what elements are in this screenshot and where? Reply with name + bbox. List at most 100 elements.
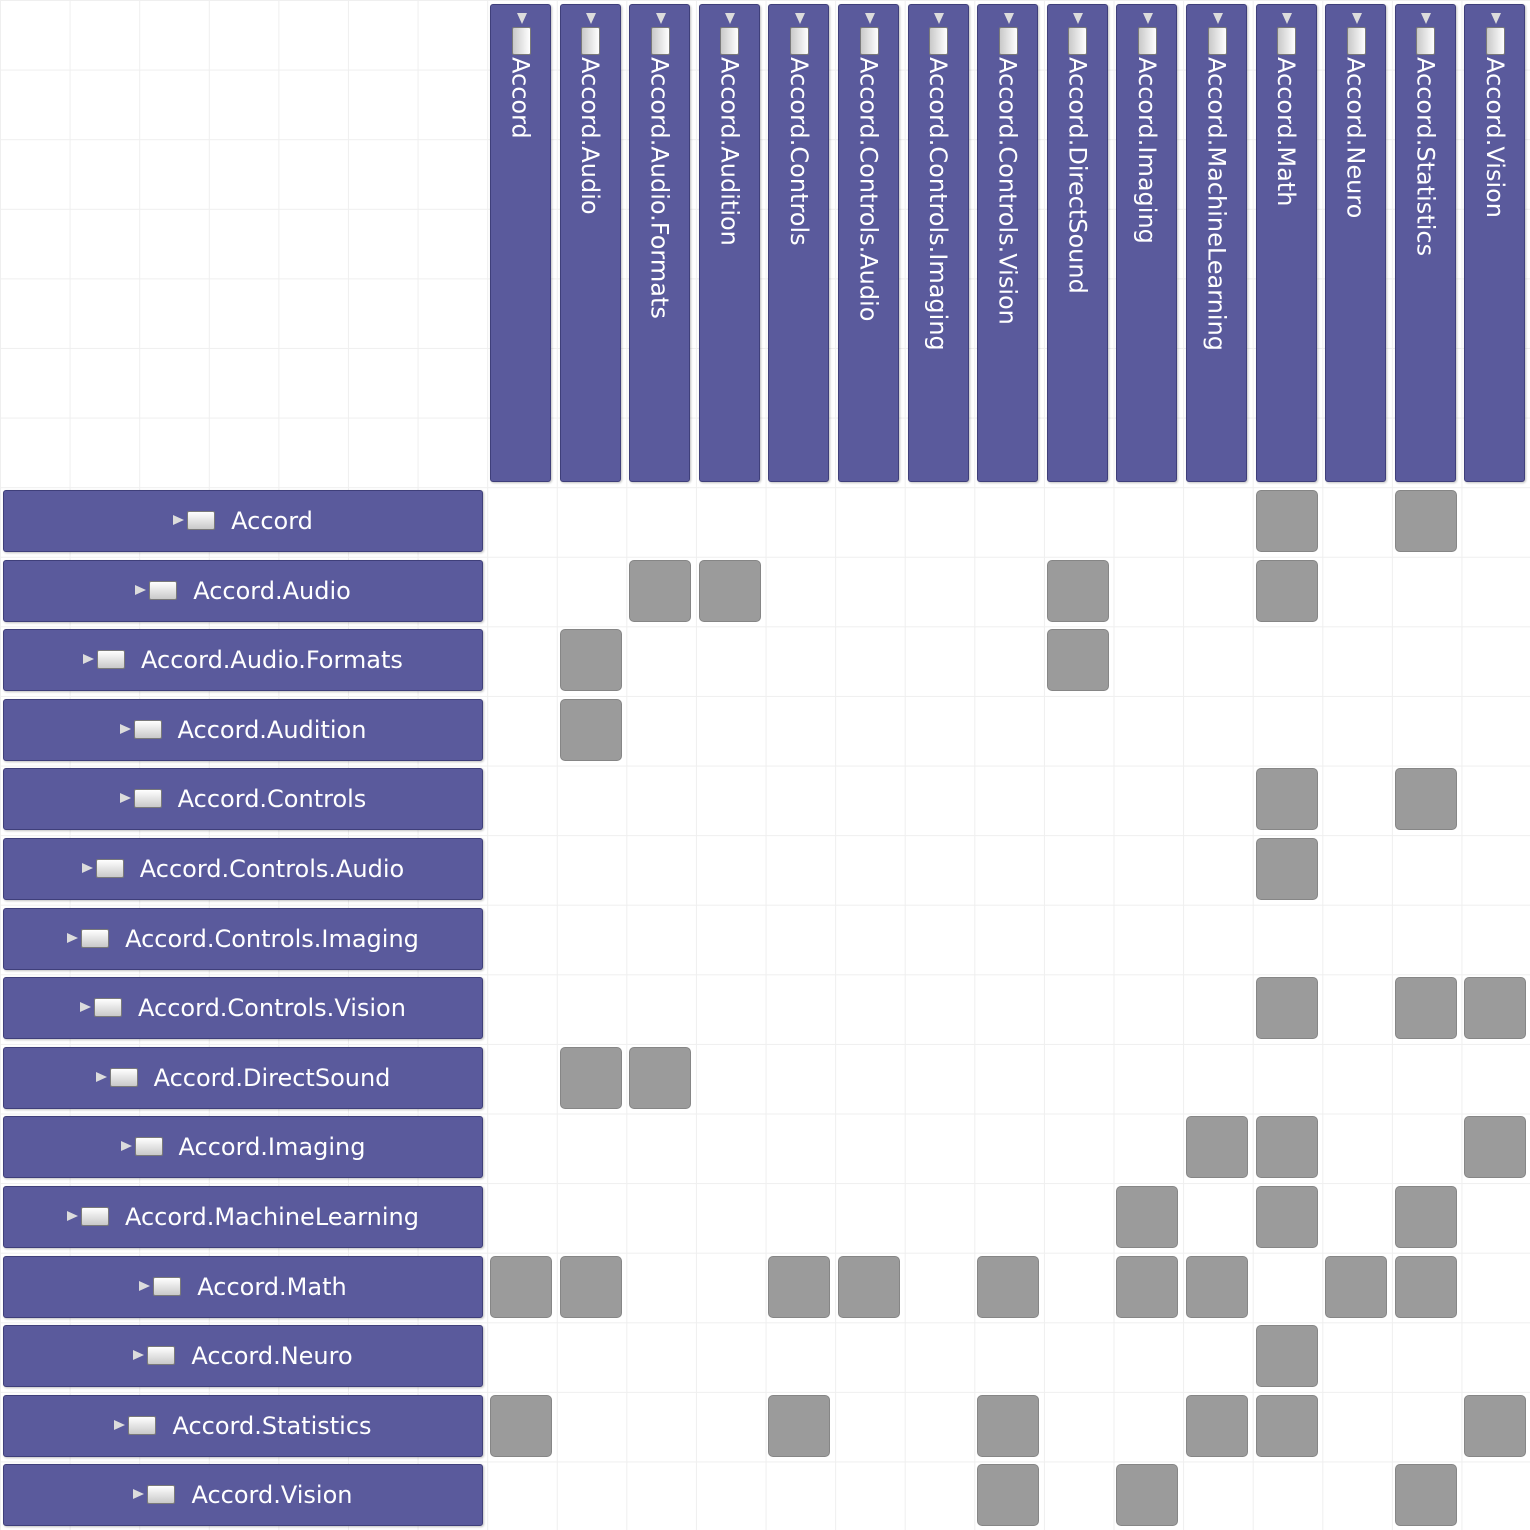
dependency-cell[interactable] — [1394, 768, 1457, 831]
dependency-cell[interactable] — [1046, 629, 1109, 692]
dependency-cell[interactable] — [1116, 1464, 1179, 1527]
column-header-label: Accord.Vision — [1480, 57, 1509, 219]
dependency-cell[interactable] — [490, 1394, 552, 1457]
dependency-cell[interactable] — [1255, 559, 1318, 622]
row-header-accord-controls-imaging[interactable]: Accord.Controls.Imaging — [3, 907, 483, 970]
column-header-accord-machinelearning[interactable]: Accord.MachineLearning — [1186, 4, 1247, 482]
dependency-cell[interactable] — [629, 1046, 692, 1109]
dependency-cell[interactable] — [1394, 977, 1457, 1040]
row-header-accord-controls-audio[interactable]: Accord.Controls.Audio — [3, 838, 483, 900]
dependency-cell[interactable] — [977, 1464, 1040, 1527]
namespace-icon — [927, 13, 949, 55]
row-header-accord-controls-vision[interactable]: Accord.Controls.Vision — [3, 977, 483, 1040]
dependency-cell[interactable] — [490, 1255, 552, 1318]
dependency-cell[interactable] — [1255, 1116, 1318, 1179]
namespace-icon — [1066, 13, 1088, 55]
dependency-cell[interactable] — [559, 1046, 622, 1109]
dependency-cell[interactable] — [838, 1255, 900, 1318]
dependency-cell[interactable] — [1325, 1255, 1388, 1318]
row-header-accord-neuro[interactable]: Accord.Neuro — [3, 1325, 483, 1388]
dependency-cell[interactable] — [559, 698, 622, 761]
row-header-label: Accord.Audio — [193, 576, 351, 605]
dependency-cell[interactable] — [1255, 977, 1318, 1040]
namespace-icon — [788, 13, 810, 55]
column-header-accord-controls[interactable]: Accord.Controls — [768, 4, 830, 482]
namespace-icon — [1275, 13, 1297, 55]
column-header-label: Accord.Controls — [784, 57, 813, 246]
column-header-accord-audition[interactable]: Accord.Audition — [698, 4, 760, 482]
column-header-label: Accord.Controls.Imaging — [924, 57, 953, 351]
row-header-label: Accord.Statistics — [172, 1411, 372, 1440]
column-header-label: Accord.Math — [1272, 57, 1301, 207]
dependency-cell[interactable] — [1255, 1394, 1318, 1457]
column-header-accord-neuro[interactable]: Accord.Neuro — [1325, 4, 1387, 482]
column-header-label: Accord.Imaging — [1132, 57, 1161, 244]
dependency-cell[interactable] — [1255, 1186, 1318, 1248]
column-header-label: Accord.Audition — [715, 57, 744, 246]
dependency-cell[interactable] — [1255, 768, 1318, 831]
column-header-accord-imaging[interactable]: Accord.Imaging — [1116, 4, 1178, 482]
dependency-cell[interactable] — [1255, 838, 1318, 900]
dependency-cell[interactable] — [1046, 559, 1109, 622]
column-header-label: Accord.MachineLearning — [1202, 57, 1231, 352]
dependency-cell[interactable] — [1116, 1255, 1179, 1318]
column-header-accord-directsound[interactable]: Accord.DirectSound — [1046, 4, 1108, 482]
column-header-accord-audio[interactable]: Accord.Audio — [559, 4, 621, 482]
namespace-icon — [119, 788, 162, 810]
row-header-accord-statistics[interactable]: Accord.Statistics — [3, 1394, 483, 1457]
row-header-label: Accord.MachineLearning — [124, 1203, 420, 1231]
dependency-cell[interactable] — [1116, 1186, 1179, 1248]
dependency-cell[interactable] — [1464, 977, 1527, 1040]
row-header-accord-audition[interactable]: Accord.Audition — [3, 698, 483, 761]
row-header-accord-controls[interactable]: Accord.Controls — [3, 768, 483, 831]
namespace-icon — [120, 1136, 163, 1158]
namespace-icon — [67, 928, 110, 950]
row-header-accord-vision[interactable]: Accord.Vision — [3, 1464, 483, 1527]
column-header-accord-statistics[interactable]: Accord.Statistics — [1394, 4, 1456, 482]
dependency-cell[interactable] — [698, 559, 761, 622]
column-header-accord-controls-imaging[interactable]: Accord.Controls.Imaging — [907, 4, 969, 482]
column-header-accord-controls-audio[interactable]: Accord.Controls.Audio — [838, 4, 899, 482]
column-header-label: Accord.Controls.Audio — [854, 57, 883, 322]
namespace-icon — [510, 13, 532, 55]
row-header-accord-directsound[interactable]: Accord.DirectSound — [3, 1046, 483, 1109]
dependency-cell[interactable] — [977, 1255, 1040, 1318]
column-header-label: Accord.Neuro — [1341, 57, 1370, 219]
row-header-accord[interactable]: Accord — [3, 490, 483, 552]
dependency-cell[interactable] — [1255, 490, 1318, 552]
dependency-cell[interactable] — [1255, 1325, 1318, 1388]
namespace-icon — [1136, 13, 1158, 55]
dependency-cell[interactable] — [1394, 1255, 1457, 1318]
column-header-accord-math[interactable]: Accord.Math — [1255, 4, 1317, 482]
row-header-accord-audio[interactable]: Accord.Audio — [3, 559, 483, 622]
row-header-label: Accord.Controls.Vision — [138, 994, 406, 1023]
dependency-cell[interactable] — [1186, 1255, 1248, 1318]
dependency-cell[interactable] — [977, 1394, 1040, 1457]
column-header-accord-controls-vision[interactable]: Accord.Controls.Vision — [977, 4, 1039, 482]
dependency-cell[interactable] — [1394, 490, 1457, 552]
dependency-cell[interactable] — [559, 629, 622, 692]
dependency-cell[interactable] — [1186, 1394, 1248, 1457]
dependency-cell[interactable] — [768, 1394, 831, 1457]
dependency-cell[interactable] — [768, 1255, 831, 1318]
dependency-cell[interactable] — [1464, 1394, 1527, 1457]
namespace-icon — [114, 1415, 157, 1437]
column-header-accord-audio-formats[interactable]: Accord.Audio.Formats — [629, 4, 691, 482]
dependency-cell[interactable] — [1186, 1116, 1248, 1179]
namespace-icon — [95, 1067, 138, 1089]
dependency-cell[interactable] — [629, 559, 692, 622]
dependency-cell[interactable] — [1464, 1116, 1527, 1179]
row-header-accord-machinelearning[interactable]: Accord.MachineLearning — [3, 1186, 483, 1248]
dependency-cell[interactable] — [559, 1255, 622, 1318]
row-header-accord-audio-formats[interactable]: Accord.Audio.Formats — [3, 629, 483, 692]
column-header-label: Accord.DirectSound — [1063, 57, 1092, 294]
namespace-icon — [858, 13, 880, 55]
namespace-icon — [83, 649, 126, 671]
dependency-cell[interactable] — [1394, 1464, 1457, 1527]
row-header-accord-imaging[interactable]: Accord.Imaging — [3, 1116, 483, 1179]
column-header-accord[interactable]: Accord — [490, 4, 551, 482]
column-header-accord-vision[interactable]: Accord.Vision — [1464, 4, 1526, 482]
row-header-accord-math[interactable]: Accord.Math — [3, 1255, 483, 1318]
dependency-cell[interactable] — [1394, 1186, 1457, 1248]
